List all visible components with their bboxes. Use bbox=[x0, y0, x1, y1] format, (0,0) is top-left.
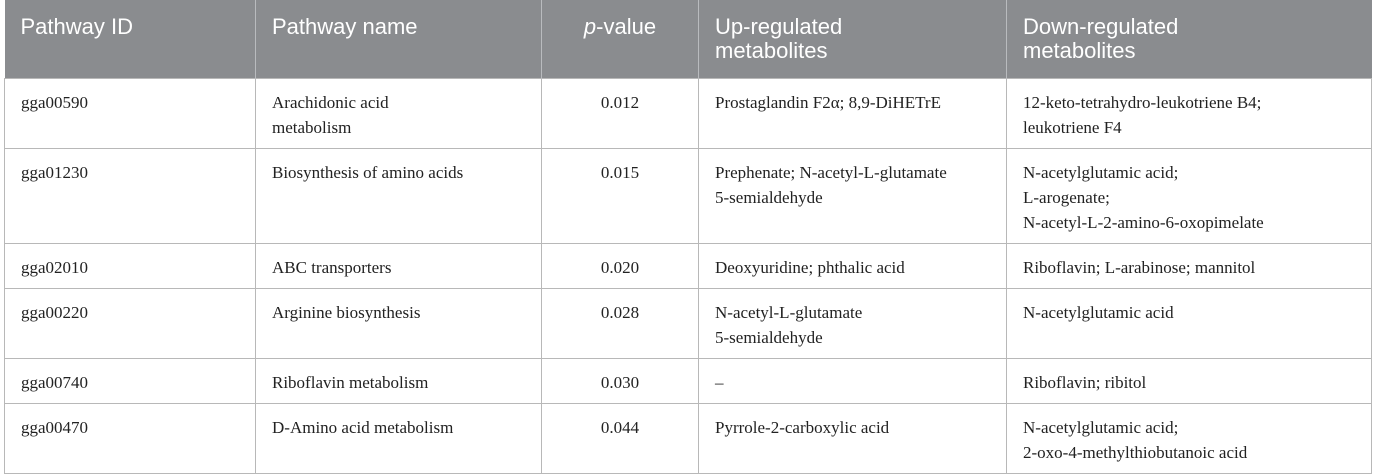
cell-p-value: 0.028 bbox=[541, 287, 699, 358]
cell-down-regulated: Riboflavin; ribitol bbox=[1006, 357, 1372, 403]
cell-pathway-name: Arachidonic acid metabolism bbox=[255, 77, 542, 148]
table-row: gga00590 Arachidonic acid metabolism 0.01… bbox=[4, 77, 1372, 148]
table-body: gga00590 Arachidonic acid metabolism 0.01… bbox=[4, 77, 1372, 474]
cell-up-regulated: Prostaglandin F2α; 8,9-DiHETrE bbox=[698, 77, 1007, 148]
cell-text-line: N-acetyl-L-2-amino-6-oxopimelate bbox=[1023, 212, 1264, 232]
cell-text-line: 5-semialdehyde bbox=[715, 327, 823, 347]
cell-pathway-name: D-Amino acid metabolism bbox=[255, 402, 542, 474]
cell-text-line: Prostaglandin F2α; 8,9-DiHETrE bbox=[715, 92, 941, 112]
header-down-line1: Down-regulated bbox=[1023, 14, 1179, 39]
cell-pathway-name: Riboflavin metabolism bbox=[255, 357, 542, 403]
cell-p-value: 0.044 bbox=[541, 402, 699, 474]
header-p-value-suffix: -value bbox=[596, 14, 657, 39]
cell-down-regulated: N-acetylglutamic acid bbox=[1006, 287, 1372, 358]
cell-up-regulated: N-acetyl-L-glutamate 5-semialdehyde bbox=[698, 287, 1007, 358]
cell-text-line: Arginine biosynthesis bbox=[272, 302, 421, 322]
cell-pathway-name: ABC transporters bbox=[255, 242, 542, 288]
cell-text-line: Pyrrole-2-carboxylic acid bbox=[715, 417, 890, 437]
cell-text-line: N-acetylglutamic acid; bbox=[1023, 162, 1179, 182]
table-row: gga00220 Arginine biosynthesis 0.028 N-a… bbox=[4, 287, 1372, 358]
cell-text-line: Riboflavin; L-arabinose; mannitol bbox=[1023, 257, 1256, 277]
cell-up-regulated: Prephenate; N-acetyl-L-glutamate 5-semial… bbox=[698, 147, 1007, 243]
header-down-regulated: Down-regulated metabolites bbox=[1006, 0, 1372, 78]
cell-text-line: ABC transporters bbox=[272, 257, 392, 277]
cell-up-regulated: Deoxyuridine; phthalic acid bbox=[698, 242, 1007, 288]
header-row: Pathway ID Pathway name p-value Up-regul… bbox=[4, 0, 1372, 78]
cell-pathway-id: gga00590 bbox=[4, 77, 256, 148]
cell-text-line: N-acetylglutamic acid bbox=[1023, 302, 1174, 322]
cell-down-regulated: Riboflavin; L-arabinose; mannitol bbox=[1006, 242, 1372, 288]
cell-text-line: 12-keto-tetrahydro-leukotriene B4; bbox=[1023, 92, 1262, 112]
cell-up-regulated: – bbox=[698, 357, 1007, 403]
cell-p-value: 0.015 bbox=[541, 147, 699, 243]
cell-down-regulated: N-acetylglutamic acid; 2-oxo-4-methylthio… bbox=[1006, 402, 1372, 474]
cell-text-line: Riboflavin; ribitol bbox=[1023, 372, 1147, 392]
cell-pathway-id: gga00740 bbox=[4, 357, 256, 403]
table-row: gga02010 ABC transporters 0.020 Deoxyuri… bbox=[4, 242, 1372, 288]
header-pathway-name: Pathway name bbox=[255, 0, 542, 78]
table-header: Pathway ID Pathway name p-value Up-regul… bbox=[4, 0, 1372, 78]
cell-p-value: 0.030 bbox=[541, 357, 699, 403]
header-p-value: p-value bbox=[541, 0, 699, 78]
table-row: gga01230 Biosynthesis of amino acids 0.0… bbox=[4, 147, 1372, 243]
cell-down-regulated: N-acetylglutamic acid; L-arogenate; N-acet… bbox=[1006, 147, 1372, 243]
cell-text-line: Riboflavin metabolism bbox=[272, 372, 429, 392]
cell-text-line: N-acetylglutamic acid; bbox=[1023, 417, 1179, 437]
cell-text-line: L-arogenate; bbox=[1023, 187, 1110, 207]
cell-text-line: D-Amino acid metabolism bbox=[272, 417, 454, 437]
cell-text-line: 2-oxo-4-methylthiobutanoic acid bbox=[1023, 442, 1248, 462]
cell-text-line: N-acetyl-L-glutamate bbox=[715, 302, 863, 322]
cell-p-value: 0.012 bbox=[541, 77, 699, 148]
cell-pathway-name: Biosynthesis of amino acids bbox=[255, 147, 542, 243]
table-row: gga00740 Riboflavin metabolism 0.030 – R… bbox=[4, 357, 1372, 403]
cell-text-line: metabolism bbox=[272, 117, 352, 137]
header-down-line2: metabolites bbox=[1023, 38, 1136, 63]
header-up-line2: metabolites bbox=[715, 38, 828, 63]
header-pathway-id: Pathway ID bbox=[4, 0, 256, 78]
cell-text-line: Deoxyuridine; phthalic acid bbox=[715, 257, 905, 277]
cell-pathway-name: Arginine biosynthesis bbox=[255, 287, 542, 358]
cell-pathway-id: gga02010 bbox=[4, 242, 256, 288]
cell-text-line: 5-semialdehyde bbox=[715, 187, 823, 207]
cell-pathway-id: gga00470 bbox=[4, 402, 256, 474]
cell-text-line: Arachidonic acid bbox=[272, 92, 389, 112]
table-row: gga00470 D-Amino acid metabolism 0.044 P… bbox=[4, 402, 1372, 474]
pathway-enrichment-table: Pathway ID Pathway name p-value Up-regul… bbox=[4, 0, 1372, 474]
header-up-line1: Up-regulated bbox=[715, 14, 843, 39]
cell-pathway-id: gga00220 bbox=[4, 287, 256, 358]
header-up-regulated: Up-regulated metabolites bbox=[698, 0, 1007, 78]
cell-text-line: Biosynthesis of amino acids bbox=[272, 162, 464, 182]
cell-text-line: Prephenate; N-acetyl-L-glutamate bbox=[715, 162, 947, 182]
cell-p-value: 0.020 bbox=[541, 242, 699, 288]
cell-text-line: leukotriene F4 bbox=[1023, 117, 1122, 137]
cell-down-regulated: 12-keto-tetrahydro-leukotriene B4; leukot… bbox=[1006, 77, 1372, 148]
header-p-value-symbol: p bbox=[583, 14, 597, 39]
cell-pathway-id: gga01230 bbox=[4, 147, 256, 243]
cell-text-line: – bbox=[715, 372, 724, 392]
